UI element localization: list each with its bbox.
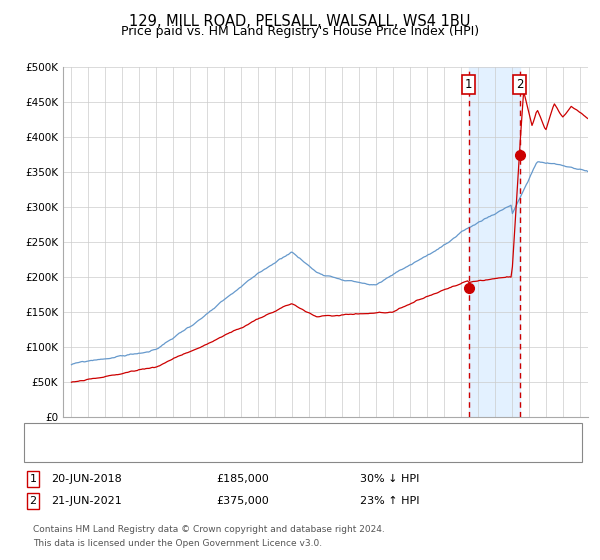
Text: £185,000: £185,000 xyxy=(216,474,269,484)
Text: 129, MILL ROAD, PELSALL, WALSALL, WS4 1BU (detached house): 129, MILL ROAD, PELSALL, WALSALL, WS4 1B… xyxy=(51,425,414,435)
Text: This data is licensed under the Open Government Licence v3.0.: This data is licensed under the Open Gov… xyxy=(33,539,322,548)
Text: 129, MILL ROAD, PELSALL, WALSALL, WS4 1BU: 129, MILL ROAD, PELSALL, WALSALL, WS4 1B… xyxy=(130,14,470,29)
Text: 20-JUN-2018: 20-JUN-2018 xyxy=(51,474,122,484)
Text: HPI: Average price, detached house, Walsall: HPI: Average price, detached house, Wals… xyxy=(51,447,296,457)
Text: —: — xyxy=(31,443,47,461)
Text: 2: 2 xyxy=(29,496,37,506)
Text: Contains HM Land Registry data © Crown copyright and database right 2024.: Contains HM Land Registry data © Crown c… xyxy=(33,525,385,534)
Text: 2: 2 xyxy=(516,78,523,91)
Text: 30% ↓ HPI: 30% ↓ HPI xyxy=(360,474,419,484)
Text: 21-JUN-2021: 21-JUN-2021 xyxy=(51,496,122,506)
Text: 23% ↑ HPI: 23% ↑ HPI xyxy=(360,496,419,506)
Text: 1: 1 xyxy=(29,474,37,484)
Bar xyxy=(469,67,520,417)
Text: Price paid vs. HM Land Registry's House Price Index (HPI): Price paid vs. HM Land Registry's House … xyxy=(121,25,479,38)
Text: 1: 1 xyxy=(465,78,473,91)
Text: —: — xyxy=(31,421,47,439)
Text: £375,000: £375,000 xyxy=(216,496,269,506)
